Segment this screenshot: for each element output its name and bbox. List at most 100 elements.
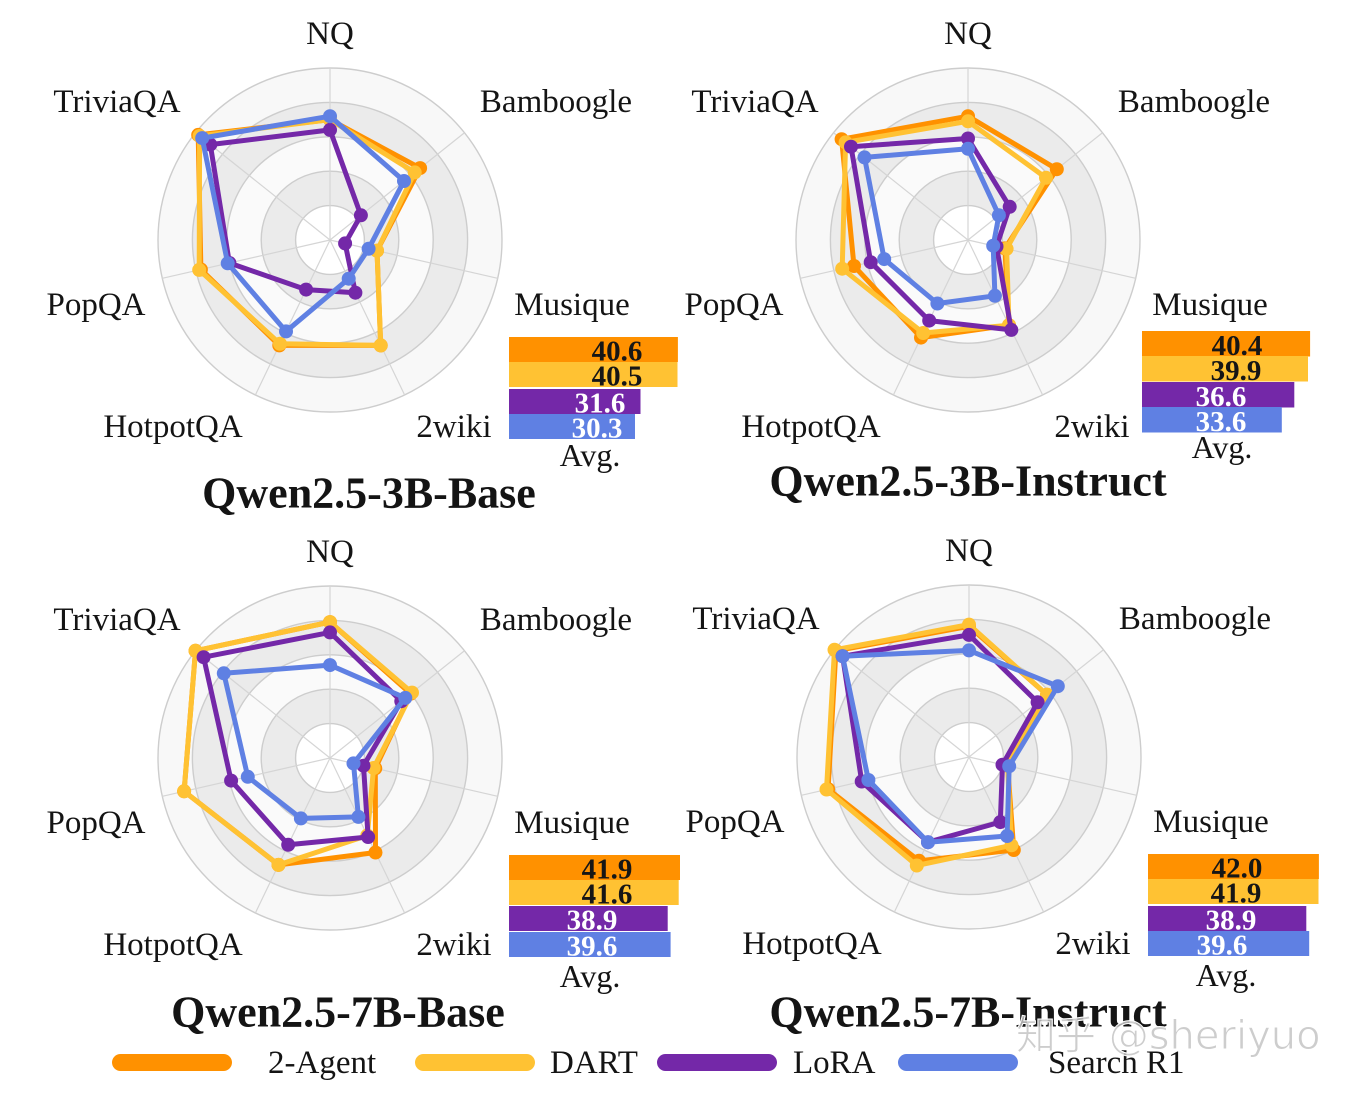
radar-point-search-r1-bamboogle [991, 208, 1006, 223]
radar-point-dart-popqa [177, 784, 192, 799]
avg-value-label-lora: 38.9 [567, 905, 618, 937]
radar-line-dart [839, 118, 1049, 336]
legend-swatch-search-r1 [898, 1054, 1018, 1071]
radar-point-search-r1-bamboogle [398, 690, 413, 705]
radar-point-lora-popqa [863, 255, 878, 270]
radar-spoke-hotpotqa [893, 756, 970, 913]
axis-label-hotpotqa: HotpotQA [741, 409, 881, 445]
axis-label-musique: Musique [514, 805, 630, 841]
radar-point-lora-2wiki [993, 815, 1008, 830]
axis-label-bamboogle: Bamboogle [480, 602, 632, 638]
radar-panel-qwen2-5-7b-base: NQ Bamboogle Musique 2wiki HotpotQA PopQA Triv… [46, 534, 680, 1037]
avg-value-label-search-r1: 30.3 [572, 413, 623, 445]
axis-label-hotpotqa: HotpotQA [742, 926, 882, 962]
radar-point-search-r1-popqa [240, 769, 255, 784]
avg-axis-label: Avg. [560, 437, 621, 473]
radar-point-search-r1-triviaqa [835, 649, 850, 664]
radar-point-search-r1-nq [962, 643, 976, 658]
radar-point-search-r1-2wiki [341, 271, 356, 286]
avg-value-label-lora: 36.6 [1196, 381, 1247, 413]
avg-bar-search-r1 [509, 414, 635, 439]
radar-point-2-agent-popqa [847, 259, 861, 273]
panel-title: Qwen2.5-7B-Base [171, 988, 505, 1037]
axis-label-2wiki: 2wiki [416, 409, 491, 445]
avg-bar-2-agent [1148, 854, 1319, 879]
avg-value-label-search-r1: 39.6 [1197, 930, 1248, 962]
avg-value-label-dart: 39.9 [1211, 355, 1262, 387]
radar-point-lora-nq [962, 627, 976, 642]
radar-point-lora-triviaqa [196, 650, 211, 665]
legend-item-2-agent: 2-Agent [112, 1045, 376, 1081]
radar-spoke-2wiki [329, 239, 406, 396]
avg-axis-label: Avg. [1196, 957, 1257, 993]
axis-label-musique: Musique [514, 287, 630, 323]
radar-point-dart-2wiki [373, 338, 388, 353]
avg-bar-search-r1 [509, 932, 671, 957]
radar-point-search-r1-2wiki [987, 288, 1002, 303]
avg-bar-search-r1 [1142, 407, 1282, 433]
radar-point-search-r1-popqa [877, 252, 892, 267]
radar-point-dart-popqa [819, 782, 834, 797]
avg-bar-2-agent [509, 337, 678, 362]
radar-series-search-r1 [857, 141, 1006, 311]
radar-series-search-r1 [835, 643, 1065, 850]
radar-point-search-r1-hotpotqa [279, 324, 293, 339]
radar-line-search-r1 [840, 647, 1061, 845]
radar-point-lora-popqa [224, 773, 239, 788]
avg-value-label-2-agent: 41.9 [582, 854, 633, 886]
radar-point-dart-nq [323, 615, 337, 630]
axis-label-nq: NQ [944, 16, 992, 52]
radar-point-search-r1-2wiki [351, 809, 366, 824]
axis-label-nq: NQ [306, 534, 354, 570]
radar-spoke-bamboogle [967, 132, 1103, 241]
axis-label-2wiki: 2wiki [1054, 409, 1129, 445]
radar-point-dart-nq [962, 617, 976, 632]
radar-spoke-hotpotqa [254, 239, 331, 396]
legend-item-lora: LoRA [657, 1045, 876, 1081]
radar-point-lora-2wiki [348, 285, 363, 300]
radar-point-2-agent-bamboogle [1049, 162, 1064, 177]
axis-label-triviaqa: TriviaQA [691, 84, 818, 120]
legend-swatch-2-agent [112, 1054, 232, 1071]
legend-label-search-r1: Search R1 [1048, 1045, 1185, 1081]
radar-point-dart-bamboogle [407, 165, 422, 180]
radar-point-search-r1-musique [986, 238, 1001, 253]
radar-series-search-r1 [195, 109, 411, 339]
axis-label-2wiki: 2wiki [416, 927, 491, 963]
radar-point-lora-nq [323, 122, 337, 137]
radar-point-search-r1-bamboogle [397, 174, 411, 188]
radar-point-2-agent-2wiki [368, 845, 383, 860]
avg-bar-search-r1 [1148, 931, 1310, 956]
axis-label-nq: NQ [306, 16, 354, 52]
axis-label-nq: NQ [945, 533, 993, 569]
radar-point-lora-hotpotqa [281, 837, 296, 852]
radar-point-dart-hotpotqa [909, 858, 924, 873]
radar-spoke-bamboogle [329, 132, 465, 241]
radar-point-search-r1-hotpotqa [921, 835, 935, 850]
radar-point-search-r1-hotpotqa [930, 296, 945, 311]
axis-label-triviaqa: TriviaQA [692, 601, 819, 637]
radar-point-lora-musique [338, 236, 353, 251]
avg-bar-dart [509, 362, 678, 387]
radar-point-search-r1-nq [323, 109, 337, 124]
avg-bar-dart [509, 880, 679, 905]
axis-label-popqa: PopQA [685, 804, 784, 840]
avg-value-label-search-r1: 33.6 [1196, 406, 1247, 438]
axis-label-musique: Musique [1152, 287, 1268, 323]
radar-grid [157, 67, 503, 413]
radar-point-search-r1-nq [961, 141, 975, 156]
axis-label-bamboogle: Bamboogle [1119, 601, 1271, 637]
radar-panels: NQ Bamboogle Musique 2wiki HotpotQA PopQA Triv… [46, 16, 1319, 1037]
radar-point-lora-bamboogle [1030, 695, 1045, 710]
avg-value-label-2-agent: 40.6 [592, 336, 643, 368]
radar-point-dart-popqa [835, 261, 850, 276]
avg-value-label-search-r1: 39.6 [567, 931, 618, 963]
radar-point-lora-hotpotqa [922, 313, 937, 328]
radar-point-search-r1-triviaqa [195, 131, 210, 146]
avg-bar-2-agent [1142, 331, 1311, 357]
radar-spoke-triviaqa [195, 132, 331, 241]
radar-series-lora [844, 131, 1019, 337]
